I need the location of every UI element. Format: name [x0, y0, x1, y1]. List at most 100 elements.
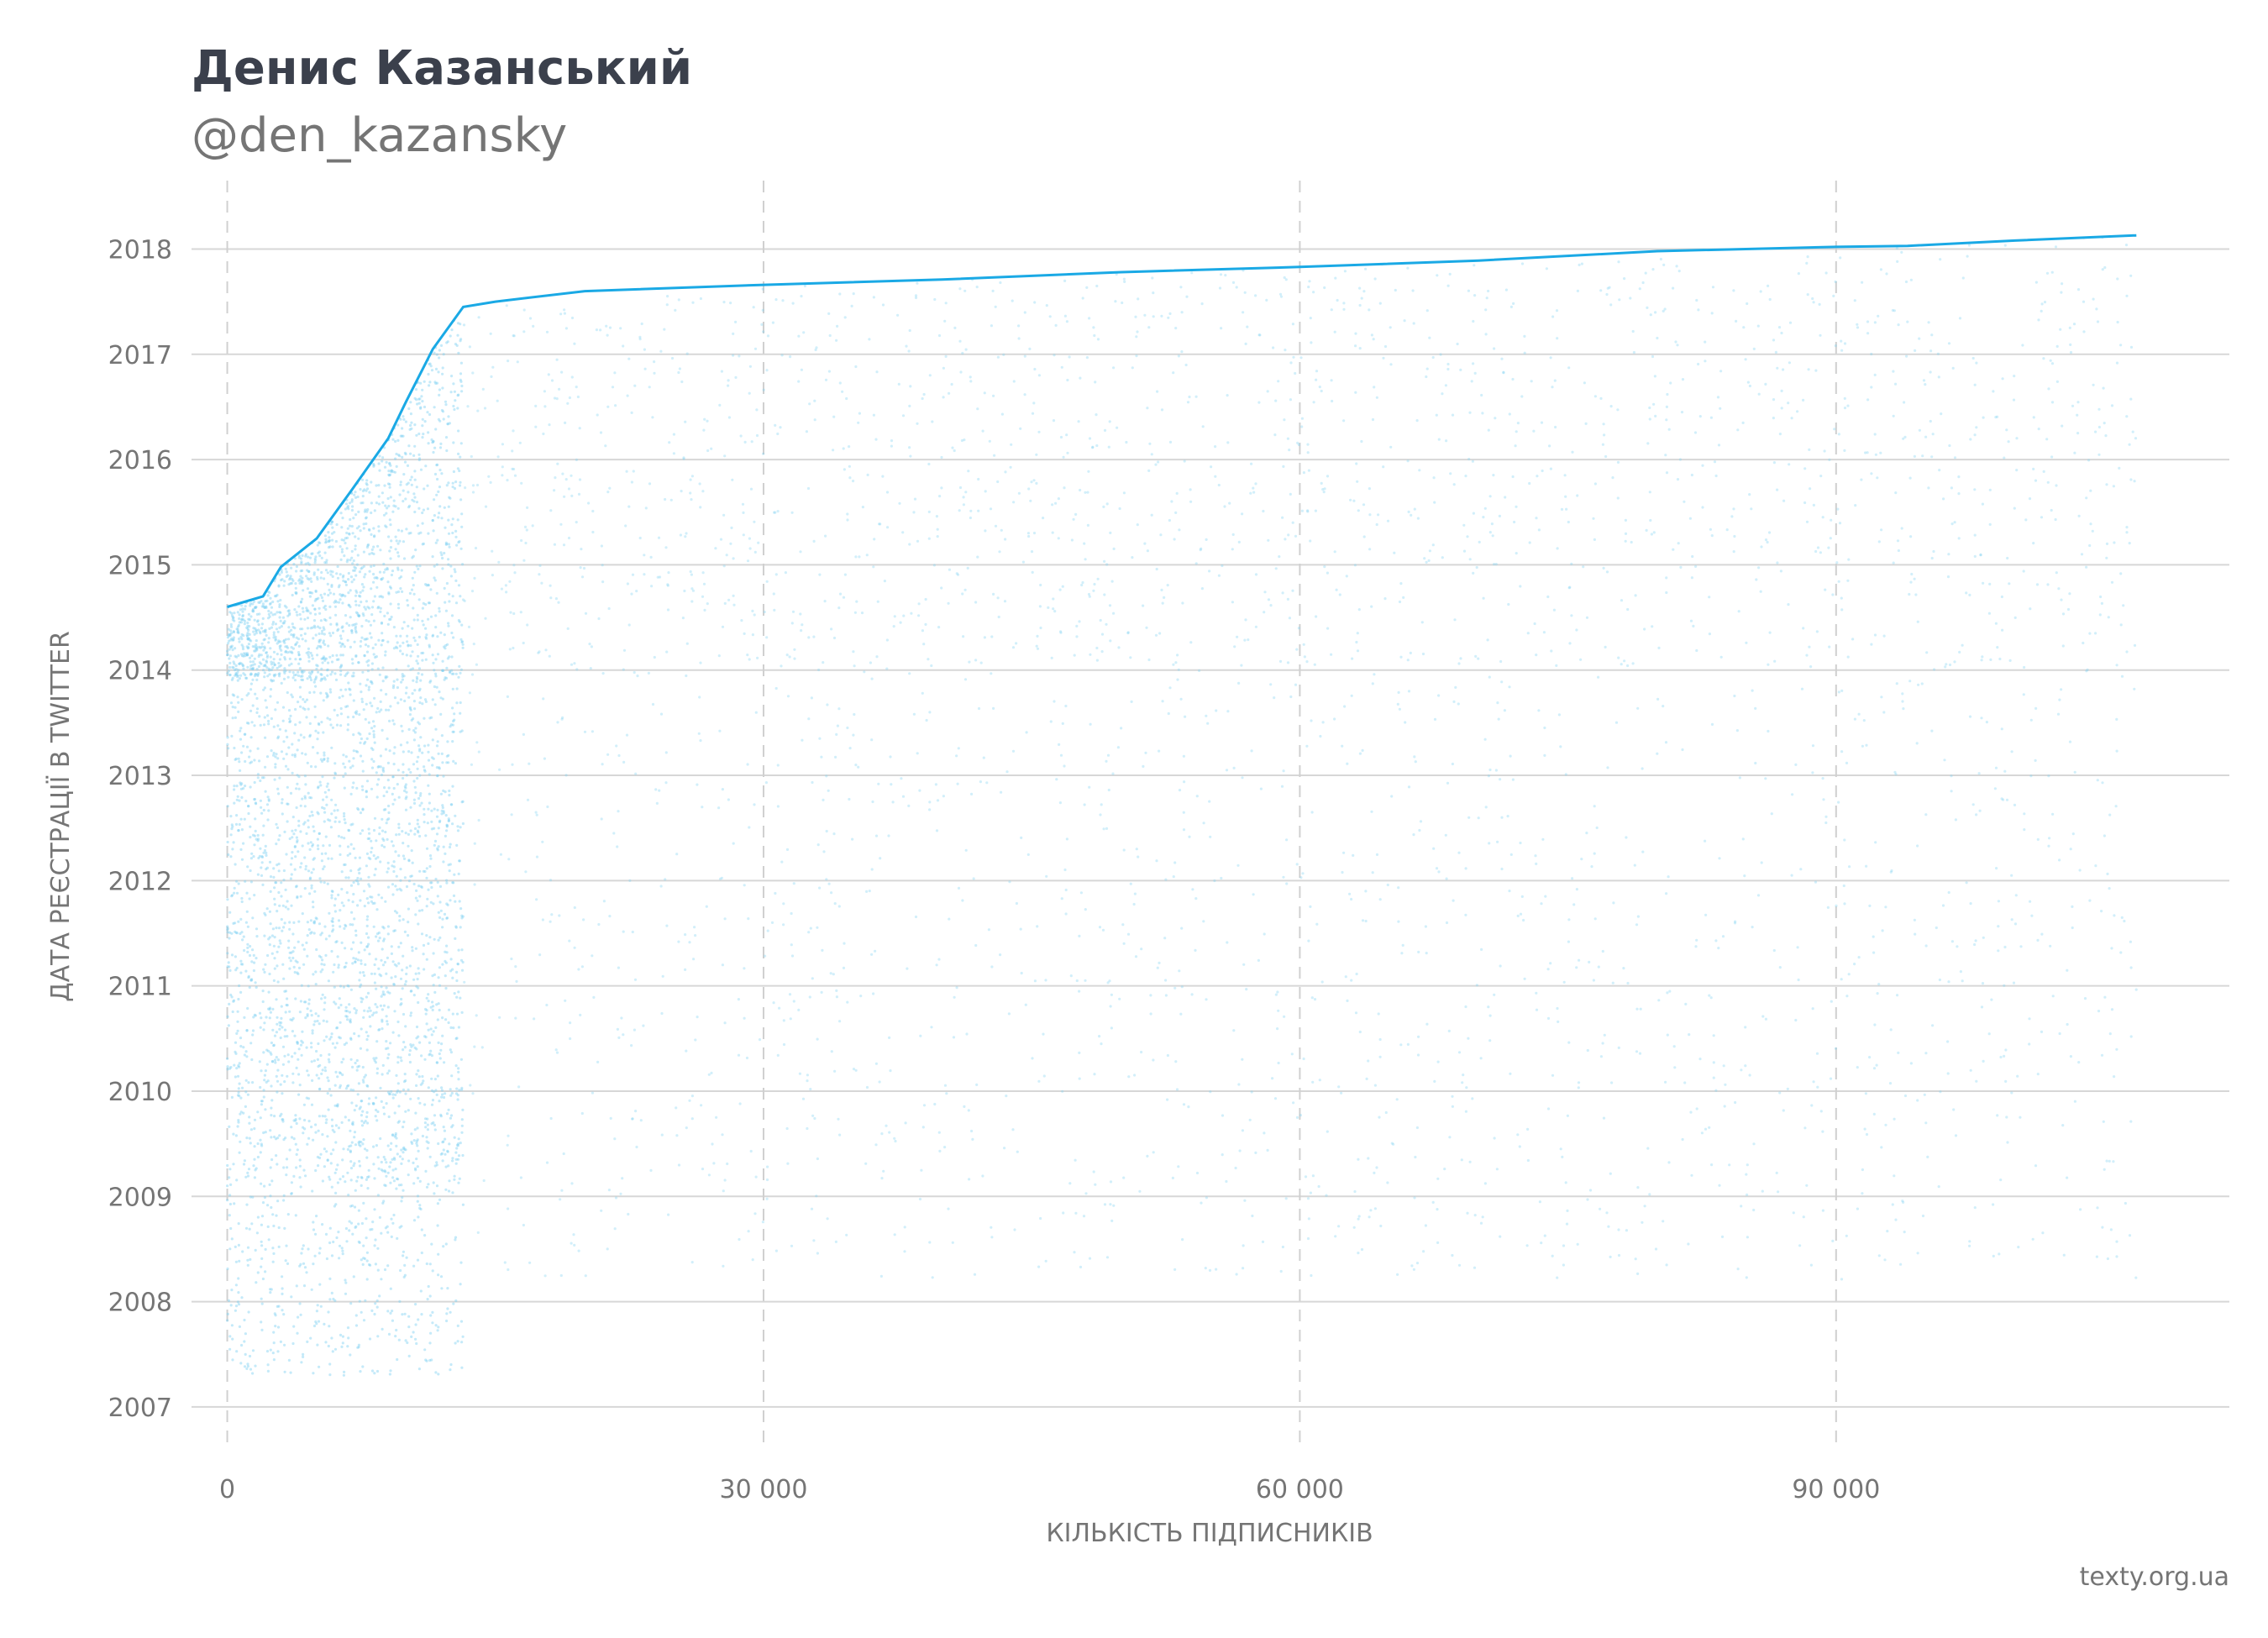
data-point: [278, 647, 281, 650]
data-point: [413, 570, 417, 574]
data-point: [366, 508, 370, 512]
data-point: [444, 647, 447, 650]
data-point: [416, 978, 419, 981]
data-point: [269, 695, 272, 698]
data-point: [260, 1069, 263, 1073]
data-point: [2066, 1022, 2069, 1026]
data-point: [1803, 1126, 1807, 1130]
data-point: [361, 1263, 365, 1266]
data-point: [286, 1074, 289, 1078]
data-point: [1279, 295, 1283, 298]
data-point: [1834, 344, 1837, 348]
data-point: [439, 631, 443, 634]
data-point: [789, 1017, 792, 1021]
data-point: [277, 838, 281, 842]
data-point: [231, 693, 234, 696]
data-point: [362, 1080, 365, 1084]
data-point: [380, 689, 383, 692]
data-point: [276, 1137, 280, 1140]
data-point: [944, 354, 948, 358]
data-point: [1695, 648, 1698, 653]
data-point: [282, 677, 286, 681]
data-point: [366, 669, 370, 673]
data-point: [388, 486, 391, 489]
data-point: [427, 1183, 430, 1186]
data-point: [890, 439, 894, 443]
data-point: [1175, 491, 1179, 496]
data-point: [1103, 1203, 1107, 1206]
data-point: [364, 573, 367, 576]
data-point: [366, 1187, 370, 1190]
data-point: [575, 458, 579, 462]
data-point: [263, 1074, 266, 1077]
data-point: [689, 478, 692, 481]
data-point: [250, 960, 254, 963]
data-point: [249, 673, 252, 676]
data-point: [2032, 542, 2035, 545]
data-point: [280, 570, 283, 575]
data-point: [297, 651, 301, 654]
data-point: [282, 1138, 286, 1142]
data-point: [1294, 683, 1298, 686]
data-point: [237, 631, 240, 635]
data-point: [286, 1166, 289, 1169]
data-point: [961, 592, 964, 596]
data-point: [983, 636, 986, 639]
data-point: [235, 655, 239, 659]
data-point: [439, 792, 444, 795]
data-point: [447, 1189, 451, 1193]
data-point: [265, 654, 270, 658]
data-point: [813, 399, 816, 402]
data-point: [339, 673, 343, 676]
data-point: [370, 662, 374, 665]
data-point: [349, 988, 353, 991]
data-point: [325, 1035, 328, 1038]
data-point: [1281, 1245, 1284, 1249]
data-point: [428, 801, 431, 805]
data-point: [339, 634, 343, 638]
data-point: [327, 1079, 330, 1083]
data-point: [620, 1016, 623, 1020]
data-point: [1013, 1228, 1016, 1231]
data-point: [372, 828, 376, 832]
data-point: [792, 1000, 795, 1003]
data-point: [237, 669, 240, 672]
data-point: [1556, 1276, 1559, 1279]
data-point: [413, 1167, 417, 1170]
data-point: [249, 1368, 253, 1371]
data-point: [359, 832, 362, 835]
data-point: [251, 833, 255, 837]
data-point: [246, 925, 249, 928]
data-point: [318, 639, 321, 643]
data-point: [234, 1075, 237, 1079]
data-point: [386, 861, 390, 864]
data-point: [242, 1163, 246, 1166]
data-point: [353, 640, 356, 643]
data-point: [354, 491, 357, 494]
data-point: [276, 1326, 281, 1329]
data-point: [432, 902, 435, 906]
data-point: [1358, 347, 1362, 350]
data-point: [315, 667, 318, 671]
data-point: [347, 1336, 350, 1340]
data-point: [297, 738, 301, 742]
data-point: [307, 570, 311, 574]
data-point: [317, 644, 320, 648]
data-point: [418, 564, 422, 568]
data-point: [1103, 559, 1106, 564]
data-point: [423, 698, 428, 701]
data-point: [390, 1217, 393, 1221]
data-point: [386, 818, 389, 822]
data-point: [1944, 665, 1947, 669]
data-point: [291, 647, 295, 650]
data-point: [245, 633, 249, 637]
data-point: [370, 564, 373, 569]
data-point: [318, 1252, 321, 1255]
data-point: [410, 421, 413, 424]
data-point: [372, 464, 375, 467]
data-point: [337, 601, 341, 604]
data-point: [375, 1144, 378, 1147]
data-point: [1393, 551, 1396, 554]
data-point: [354, 622, 358, 626]
data-point: [335, 1104, 339, 1107]
